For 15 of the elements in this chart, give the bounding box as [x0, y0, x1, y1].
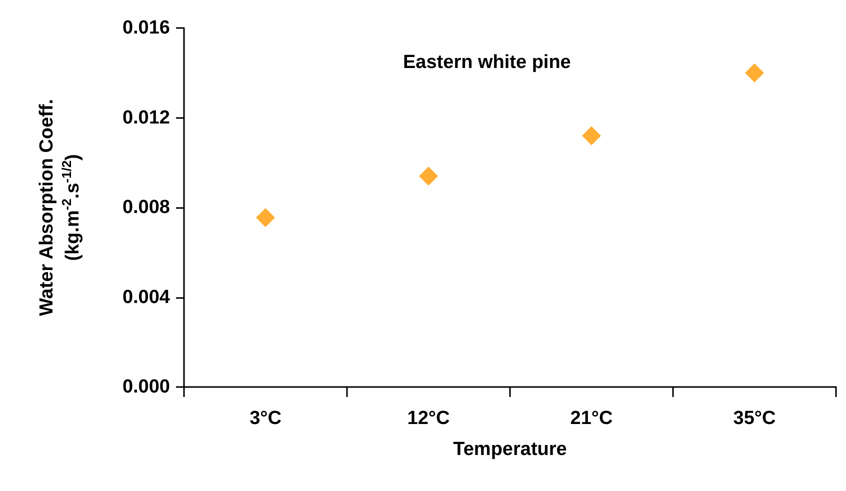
x-tick-label: 12°C — [407, 408, 450, 429]
y-tick-label: 0.012 — [122, 107, 170, 128]
y-tick-label: 0.004 — [122, 286, 170, 308]
x-tick-label: 21°C — [570, 408, 614, 429]
x-tick-label: 3°C — [250, 408, 282, 429]
point — [745, 63, 764, 82]
text: Eastern white pine — [403, 52, 571, 73]
point — [419, 166, 438, 186]
point — [582, 126, 601, 146]
y-tick-label: 0.008 — [122, 197, 170, 218]
point — [256, 208, 275, 228]
x-tick-label: 35°C — [733, 408, 776, 429]
y-tick-label: 0.000 — [122, 376, 170, 398]
y-tick-label: 0.016 — [122, 18, 170, 38]
x-axis-title: Temperature — [453, 439, 567, 460]
